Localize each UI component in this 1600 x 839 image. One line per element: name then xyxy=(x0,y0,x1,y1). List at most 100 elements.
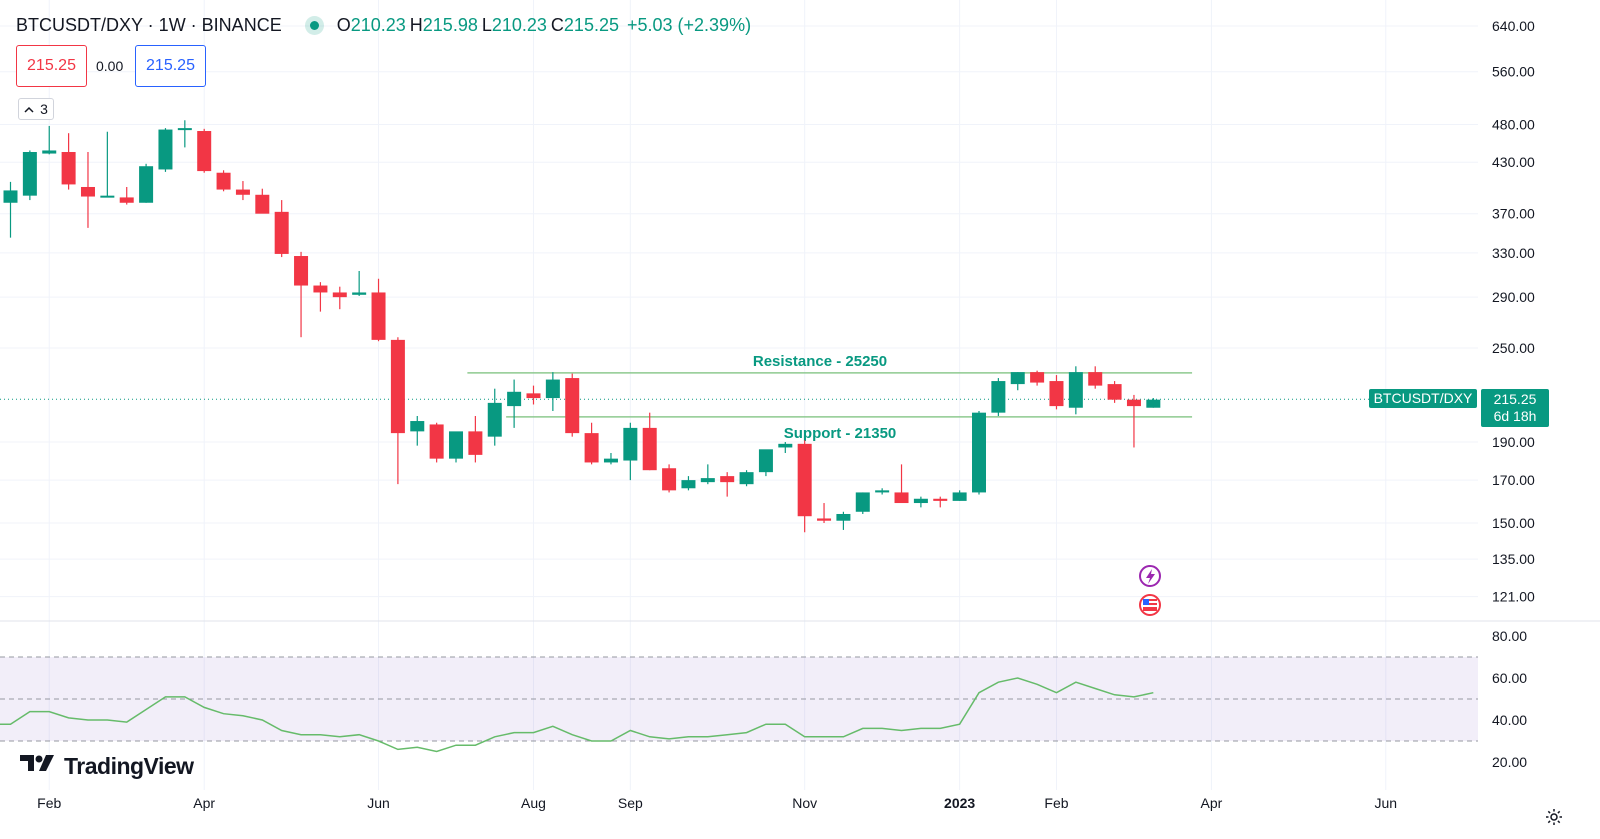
candle-body xyxy=(1126,399,1141,407)
candle-body xyxy=(894,492,909,504)
time-tick-label: Feb xyxy=(1044,795,1068,811)
candle-body xyxy=(836,513,851,521)
price-label-countdown: 6d 18h xyxy=(1494,408,1537,424)
price-tick-label: 430.00 xyxy=(1492,154,1535,170)
indicators-count: 3 xyxy=(40,101,48,117)
candle-body xyxy=(623,427,638,461)
candle-body xyxy=(158,129,173,170)
gear-icon[interactable] xyxy=(1545,808,1563,831)
price-tick-label: 480.00 xyxy=(1492,117,1535,133)
price-tick-label: 121.00 xyxy=(1492,589,1535,605)
support-resistance-levels[interactable]: Resistance - 25250 Support - 21350 xyxy=(467,353,1193,442)
symbol-title[interactable]: BTCUSDT/DXY · 1W · BINANCE xyxy=(16,15,282,35)
candle-body xyxy=(797,443,812,517)
candle-body xyxy=(449,431,464,459)
time-tick-label: 2023 xyxy=(944,795,975,811)
price-tick-label: 290.00 xyxy=(1492,289,1535,305)
time-tick-label: Feb xyxy=(37,795,61,811)
candles xyxy=(3,120,1161,533)
candle-body xyxy=(313,285,328,293)
candle-body xyxy=(545,379,560,399)
candle-body xyxy=(22,152,37,196)
tradingview-logo[interactable]: TradingView xyxy=(20,752,194,780)
candle-body xyxy=(933,498,948,501)
candle-body xyxy=(139,166,154,203)
event-markers[interactable] xyxy=(1139,565,1161,616)
price-tick-label: 170.00 xyxy=(1492,472,1535,488)
lightning-event-icon[interactable] xyxy=(1139,565,1161,587)
candle-body xyxy=(3,190,18,203)
level-label: Resistance - 25250 xyxy=(753,353,887,370)
candle-body xyxy=(197,131,212,172)
rsi-tick-label: 60.00 xyxy=(1492,670,1527,686)
price-tick-label: 190.00 xyxy=(1492,434,1535,450)
low-value: 210.23 xyxy=(491,15,547,35)
rsi-tick-label: 40.00 xyxy=(1492,712,1527,728)
indicators-toggle-button[interactable]: 3 xyxy=(18,98,54,120)
candle-body xyxy=(61,152,76,185)
candle-body xyxy=(274,211,289,254)
candle-body xyxy=(42,150,57,154)
candle-body xyxy=(410,421,425,432)
rsi-line-group xyxy=(0,677,1154,753)
candle-body xyxy=(584,433,599,463)
price-label-value: 215.25 xyxy=(1494,391,1537,407)
price-tick-label: 560.00 xyxy=(1492,64,1535,80)
candle-body xyxy=(1010,372,1025,385)
price-label-symbol: BTCUSDT/DXY xyxy=(1374,390,1473,406)
candle-body xyxy=(371,292,386,340)
sell-button[interactable]: 215.25 xyxy=(16,45,87,87)
candle-body xyxy=(119,197,134,203)
rsi-tick-label: 20.00 xyxy=(1492,754,1527,770)
grid xyxy=(0,0,1600,790)
candle-body xyxy=(1068,372,1083,408)
low-label: L xyxy=(481,15,492,35)
candle-body xyxy=(913,498,928,504)
candle-body xyxy=(352,292,367,295)
candle-body xyxy=(177,128,192,131)
high-label: H xyxy=(409,15,423,35)
candle-body xyxy=(216,172,231,190)
chevron-up-icon xyxy=(24,106,34,113)
spread-value: 0.00 xyxy=(96,58,124,74)
time-tick-label: Sep xyxy=(618,795,643,811)
us-flag-event-icon[interactable] xyxy=(1139,594,1161,616)
candle-body xyxy=(100,195,115,198)
candle-body xyxy=(700,478,715,483)
change-value: +5.03 (+2.39%) xyxy=(626,15,752,35)
candle-body xyxy=(681,480,696,489)
candle-body xyxy=(390,339,405,434)
candle-body xyxy=(1107,384,1122,400)
time-tick-label: Jun xyxy=(1374,795,1397,811)
axes: 640.00 560.00 480.00 430.00 370.00 330.00 290.… xyxy=(37,18,1535,811)
time-tick-label: Apr xyxy=(193,795,215,811)
price-tick-label: 135.00 xyxy=(1492,551,1535,567)
candle-body xyxy=(662,468,677,491)
candle-body xyxy=(972,412,986,493)
candle-body xyxy=(487,402,502,437)
time-tick-label: Aug xyxy=(521,795,546,811)
time-tick-label: Nov xyxy=(792,795,817,811)
candle-body xyxy=(235,189,250,195)
candle-body xyxy=(1088,372,1103,386)
last-price-label: BTCUSDT/DXY 215.25 6d 18h xyxy=(1369,389,1549,427)
price-tick-label: 250.00 xyxy=(1492,340,1535,356)
symbol-legend: BTCUSDT/DXY · 1W · BINANCE O 210.23 H 215.… xyxy=(16,15,751,36)
candle-body xyxy=(1049,381,1064,407)
candle-body xyxy=(603,458,618,463)
candle-body xyxy=(565,378,580,434)
candle-body xyxy=(429,424,444,459)
candle-body xyxy=(739,472,754,485)
rsi-line xyxy=(0,677,1154,753)
time-tick-label: Jun xyxy=(367,795,390,811)
candle-body xyxy=(642,427,657,471)
candle-body xyxy=(875,490,890,493)
candle-body xyxy=(1030,372,1045,383)
price-tick-label: 150.00 xyxy=(1492,515,1535,531)
candle-body xyxy=(468,431,483,455)
buy-button[interactable]: 215.25 xyxy=(135,45,206,87)
market-status-icon[interactable] xyxy=(309,21,319,30)
tradingview-mark-icon xyxy=(20,752,56,780)
